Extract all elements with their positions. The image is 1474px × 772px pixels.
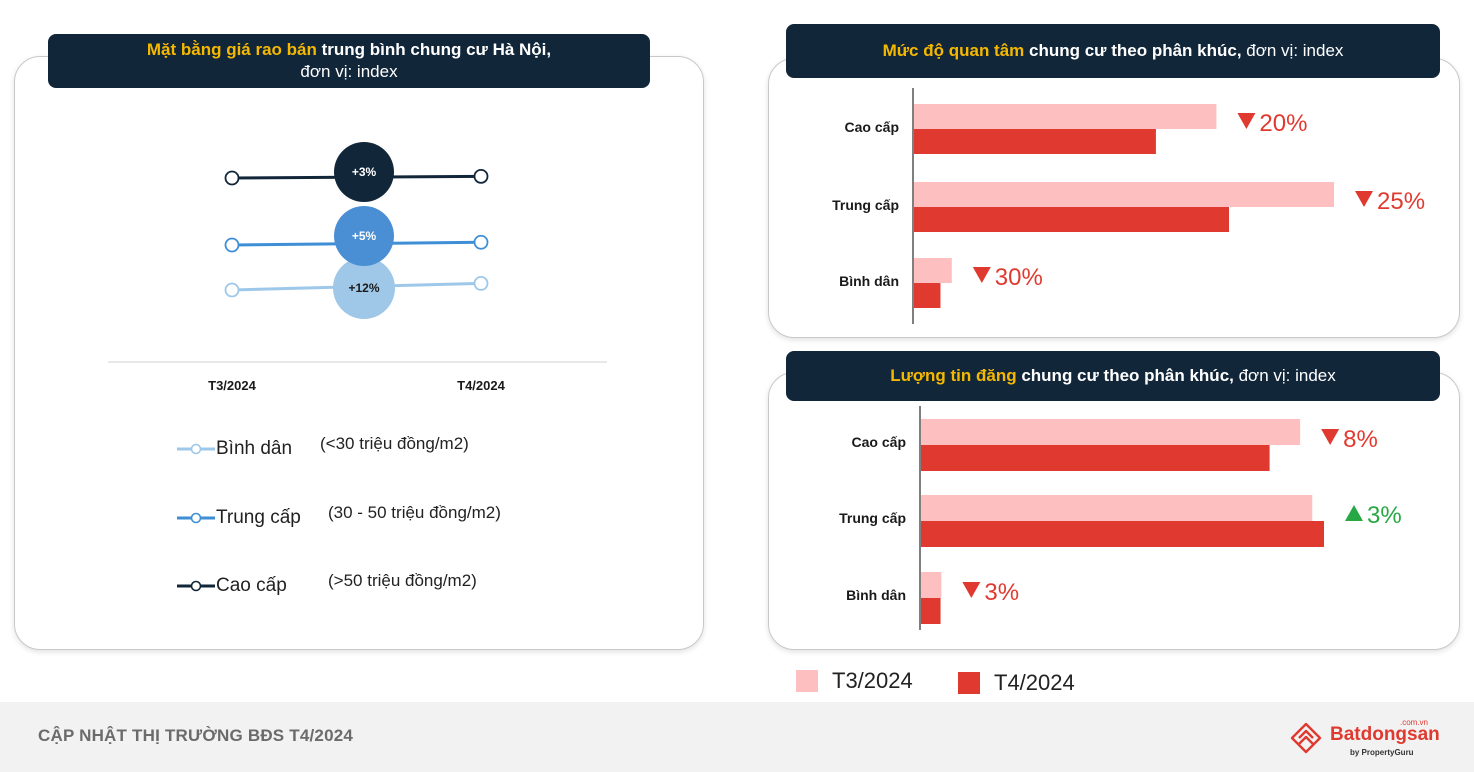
arrow-down-icon-1 — [1355, 191, 1373, 207]
change-label-1: 3% — [1367, 502, 1402, 529]
legend-label-1: Trung cấp — [216, 507, 301, 528]
change-label-2: 3% — [984, 579, 1019, 606]
logo-text: Batdongsan — [1330, 724, 1440, 745]
legend-row-0: Bình dân — [176, 438, 292, 460]
listing-bar-chart: Cao cấp 8% Trung cấp 3% Bình dân 3% — [839, 406, 1402, 630]
bar-t3-2 — [921, 572, 942, 598]
bar-t3-1 — [914, 182, 1334, 207]
batdongsan-logo-icon — [1290, 722, 1322, 754]
change-bubble-cao-cap — [334, 142, 394, 202]
interest-title-highlight: Mức độ quan tâm — [882, 41, 1025, 60]
change-bubble-trung-cap — [334, 206, 394, 266]
x-tick-label-1: T4/2024 — [457, 378, 505, 393]
listing-title-bold: chung cư theo phân khúc, — [1016, 366, 1234, 385]
bar-t3-1 — [921, 495, 1313, 521]
change-label-2: 30% — [995, 264, 1043, 291]
legend-t3-swatch — [796, 670, 818, 692]
legend-t4: T4/2024 — [958, 670, 1075, 696]
category-label-0: Cao cấp — [852, 434, 906, 450]
change-label-binh-dan: +12% — [348, 281, 379, 295]
series-point-cao-cap-1 — [473, 168, 489, 184]
legend-t4-label: T4/2024 — [994, 670, 1075, 695]
legend-label-0: Bình dân — [216, 438, 293, 459]
interest-bar-chart: Cao cấp 20% Trung cấp 25% Bình dân 30% — [832, 88, 1425, 324]
bar-t3-0 — [921, 419, 1301, 445]
category-label-1: Trung cấp — [832, 197, 899, 213]
bar-t4-0 — [914, 129, 1156, 154]
line-marker-navy-icon — [177, 580, 215, 592]
series-point-trung-cap-0 — [224, 237, 240, 253]
arrow-down-icon-2 — [962, 582, 981, 598]
bar-t4-1 — [921, 521, 1324, 547]
price-panel-title: Mặt bằng giá rao bán trung bình chung cư… — [48, 34, 650, 88]
bar-t4-1 — [914, 207, 1229, 232]
legend-range-1: (30 - 50 triệu đồng/m2) — [328, 503, 501, 522]
listing-panel-title: Lượng tin đăng chung cư theo phân khúc, … — [786, 351, 1440, 401]
change-label-1: 25% — [1377, 188, 1425, 215]
legend-range-0: (<30 triệu đồng/m2) — [320, 434, 469, 453]
price-title-highlight: Mặt bằng giá rao bán — [146, 40, 317, 59]
legend-t3: T3/2024 — [796, 668, 913, 694]
bar-t4-2 — [914, 283, 941, 308]
logo-domain: .com.vn — [1400, 718, 1429, 727]
line-marker-blue-icon — [177, 512, 215, 524]
series-point-binh-dan-0 — [224, 282, 240, 298]
legend-t3-label: T3/2024 — [832, 668, 913, 693]
price-title-unit: đơn vị: index — [300, 62, 398, 81]
arrow-down-icon-0 — [1321, 429, 1340, 445]
series-point-binh-dan-1 — [473, 275, 489, 291]
x-tick-label-0: T3/2024 — [208, 378, 256, 393]
listing-title-highlight: Lượng tin đăng — [890, 366, 1017, 385]
interest-title-bold: chung cư theo phân khúc, — [1024, 41, 1242, 60]
series-point-trung-cap-1 — [473, 234, 489, 250]
bar-t3-2 — [914, 258, 952, 283]
line-marker-light-blue-icon — [177, 443, 215, 455]
arrow-up-icon-1 — [1345, 505, 1363, 521]
legend-t4-swatch — [958, 672, 980, 694]
price-line-chart: +12% +5% +3% T3/2024 T4/2024 — [108, 142, 607, 393]
change-label-cao-cap: +3% — [352, 165, 377, 179]
arrow-down-icon-2 — [972, 267, 991, 283]
category-label-0: Cao cấp — [845, 119, 899, 135]
bar-t3-0 — [914, 104, 1217, 129]
category-label-2: Bình dân — [846, 587, 906, 603]
category-label-1: Trung cấp — [839, 510, 906, 526]
logo-subtext: by PropertyGuru — [1350, 748, 1414, 757]
change-label-trung-cap: +5% — [352, 229, 377, 243]
legend-range-2: (>50 triệu đồng/m2) — [328, 571, 477, 590]
price-title-rest: trung bình chung cư Hà Nội, — [316, 40, 552, 59]
arrow-down-icon-0 — [1237, 113, 1256, 129]
bar-t4-0 — [921, 445, 1270, 471]
legend-label-2: Cao cấp — [216, 575, 287, 596]
change-label-0: 8% — [1343, 426, 1378, 453]
batdongsan-logo: .com.vn Batdongsan by PropertyGuru — [1288, 718, 1448, 762]
listing-title-rest: đơn vị: index — [1233, 366, 1336, 385]
footer: CẬP NHẬT THỊ TRƯỜNG BĐS T4/2024 .com.vn … — [0, 702, 1474, 772]
footer-title: CẬP NHẬT THỊ TRƯỜNG BĐS T4/2024 — [38, 726, 354, 745]
interest-title-rest: đơn vị: index — [1241, 41, 1344, 60]
legend-row-2: Cao cấp — [176, 575, 287, 597]
category-label-2: Bình dân — [839, 273, 899, 289]
legend-row-1: Trung cấp — [176, 507, 301, 529]
interest-panel-title: Mức độ quan tâm chung cư theo phân khúc,… — [786, 24, 1440, 78]
change-label-0: 20% — [1259, 110, 1307, 137]
bar-t4-2 — [921, 598, 941, 624]
change-bubble-binh-dan — [333, 257, 395, 319]
series-point-cao-cap-0 — [224, 170, 240, 186]
